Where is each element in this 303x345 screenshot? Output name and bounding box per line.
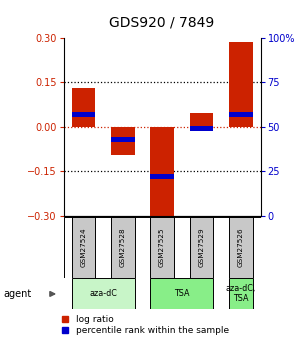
Text: GSM27529: GSM27529 — [198, 228, 205, 267]
Legend: log ratio, percentile rank within the sample: log ratio, percentile rank within the sa… — [62, 315, 229, 335]
Bar — [111, 127, 135, 155]
Bar — [111, 217, 135, 278]
Text: agent: agent — [3, 289, 31, 299]
Text: GSM27524: GSM27524 — [80, 228, 86, 267]
Bar — [190, 217, 213, 278]
Bar — [150, 127, 174, 217]
Bar — [150, 278, 213, 309]
Bar — [229, 42, 253, 127]
Text: GSM27526: GSM27526 — [238, 228, 244, 267]
Bar — [229, 217, 253, 278]
Bar — [190, 126, 213, 131]
Bar — [150, 174, 174, 179]
Bar — [229, 112, 253, 117]
Bar — [229, 278, 253, 309]
Text: GSM27528: GSM27528 — [120, 228, 126, 267]
Bar — [72, 112, 95, 117]
Text: aza-dC,
TSA: aza-dC, TSA — [226, 284, 256, 303]
Text: GSM27525: GSM27525 — [159, 228, 165, 267]
Bar — [150, 217, 174, 278]
Bar — [72, 278, 135, 309]
Text: GDS920 / 7849: GDS920 / 7849 — [109, 16, 215, 30]
Bar — [111, 137, 135, 141]
Text: TSA: TSA — [174, 289, 190, 298]
Bar — [72, 217, 95, 278]
Text: aza-dC: aza-dC — [89, 289, 117, 298]
Bar — [190, 112, 213, 127]
Bar — [72, 88, 95, 127]
